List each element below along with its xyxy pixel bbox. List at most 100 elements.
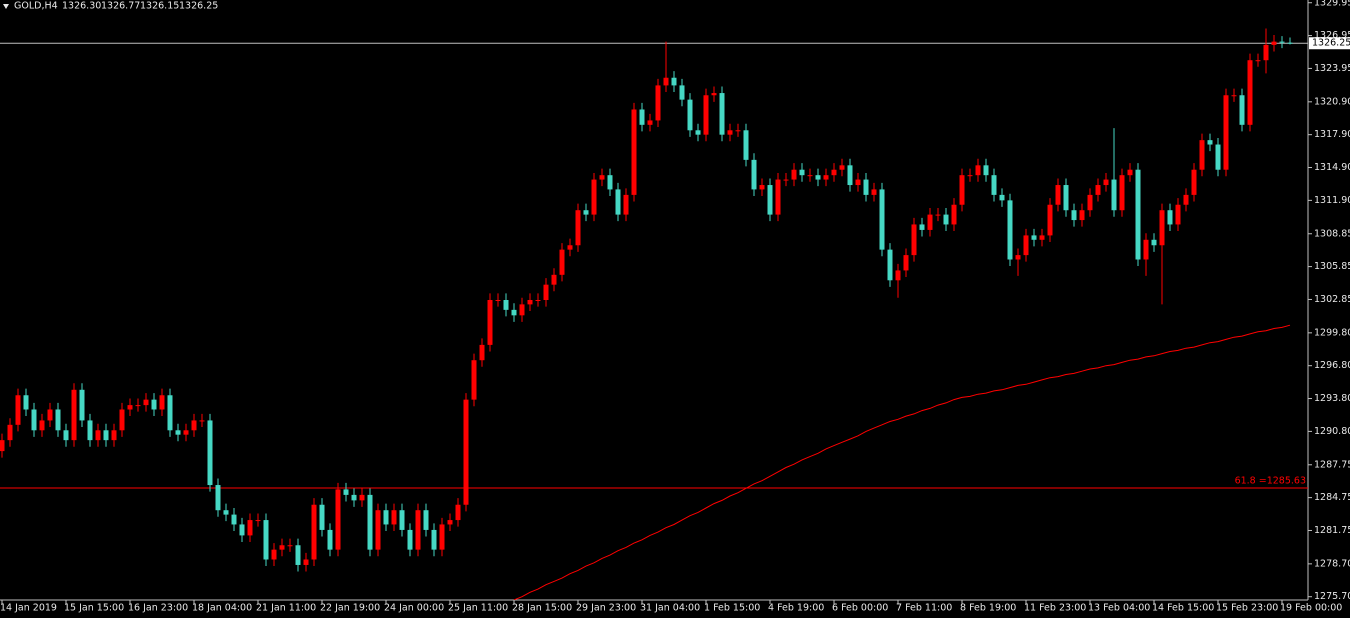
- candle-body: [1215, 144, 1221, 170]
- candle-body: [951, 204, 957, 225]
- header-quote: 1326.15: [140, 1, 179, 12]
- candle-body: [15, 395, 21, 425]
- candle-body: [599, 175, 605, 180]
- candle-body: [999, 194, 1005, 201]
- candle-body: [1151, 239, 1157, 246]
- candle-body: [495, 300, 501, 301]
- candle-body: [1055, 185, 1061, 205]
- candle-body: [959, 175, 965, 205]
- candle-body: [559, 249, 565, 275]
- candle-body: [1015, 255, 1021, 260]
- candle-body: [751, 159, 757, 190]
- candle-body: [1111, 179, 1117, 211]
- candle-body: [1207, 140, 1213, 145]
- x-tick-label: 7 Feb 11:00: [896, 603, 952, 614]
- candle-body: [703, 95, 709, 135]
- candle-body: [1223, 95, 1229, 170]
- candle-body: [447, 520, 453, 525]
- candle-body: [687, 99, 693, 131]
- candle-body: [879, 189, 885, 250]
- candle-body: [1079, 210, 1085, 221]
- candle-body: [671, 77, 677, 86]
- candle-body: [7, 424, 13, 441]
- x-tick-label: 18 Jan 04:00: [192, 603, 252, 614]
- x-tick-label: 8 Feb 19:00: [960, 603, 1016, 614]
- candle-body: [711, 93, 717, 96]
- candle-body: [343, 489, 349, 495]
- x-tick-label: 24 Jan 00:00: [384, 603, 444, 614]
- candle-body: [471, 360, 477, 400]
- candle-body: [1167, 210, 1173, 225]
- candle-body: [1135, 169, 1141, 260]
- header-quote: 1326.25: [179, 1, 218, 12]
- candle-body: [95, 430, 101, 441]
- candle-body: [855, 179, 861, 186]
- candle-body: [311, 504, 317, 560]
- moving-average: [513, 324, 1291, 600]
- candle-body: [1247, 60, 1253, 125]
- candle-body: [527, 300, 533, 305]
- candle-body: [263, 520, 269, 560]
- candle-body: [679, 85, 685, 100]
- candle-body: [175, 430, 181, 435]
- candle-body: [31, 409, 37, 431]
- candle-body: [663, 77, 669, 86]
- candle-body: [767, 185, 773, 215]
- menu-arrow[interactable]: [3, 4, 9, 9]
- candle-body: [519, 304, 525, 316]
- candle-body: [479, 344, 485, 361]
- candle-body: [407, 529, 413, 550]
- candle-body: [159, 395, 165, 410]
- candle-body: [1231, 95, 1237, 97]
- candle-body: [695, 130, 701, 135]
- candle-body: [23, 395, 29, 410]
- y-tick-label: 1305.85: [1314, 261, 1350, 272]
- x-tick-label: 6 Feb 00:00: [832, 603, 888, 614]
- candle-body: [823, 175, 829, 180]
- candle-body: [655, 85, 661, 121]
- candle-body: [335, 489, 341, 550]
- candle-body: [1119, 175, 1125, 211]
- y-tick-label: 1287.75: [1314, 459, 1350, 470]
- x-tick-label: 16 Jan 23:00: [128, 603, 188, 614]
- candle-body: [55, 409, 61, 431]
- x-tick-label: 15 Feb 23:00: [1216, 603, 1278, 614]
- candle-body: [1199, 140, 1205, 170]
- candle-body: [831, 169, 837, 176]
- candle-body: [151, 399, 157, 410]
- y-tick-label: 1308.85: [1314, 228, 1350, 239]
- candle-body: [967, 175, 973, 177]
- candle-body: [1087, 194, 1093, 211]
- bid-label-box: [1309, 37, 1350, 50]
- x-tick-label: 15 Jan 15:00: [64, 603, 124, 614]
- candle-body: [863, 179, 869, 195]
- candle-body: [1039, 235, 1045, 240]
- candle-body: [639, 109, 645, 125]
- candle-body: [895, 270, 901, 281]
- candle-body: [231, 514, 237, 525]
- candle-body: [1239, 95, 1245, 125]
- candle-body: [391, 510, 397, 525]
- candle-body: [1071, 210, 1077, 221]
- y-tick-label: 1299.80: [1314, 327, 1350, 338]
- candle-body: [983, 165, 989, 176]
- x-tick-label: 25 Jan 11:00: [448, 603, 508, 614]
- candle-body: [1191, 169, 1197, 195]
- x-tick-label: 19 Feb 00:00: [1280, 603, 1342, 614]
- candle-body: [1175, 204, 1181, 225]
- candle-body: [607, 175, 613, 190]
- candle-body: [1159, 210, 1165, 246]
- y-tick-label: 1317.90: [1314, 129, 1350, 140]
- candle-body: [631, 109, 637, 195]
- candle-body: [1023, 235, 1029, 256]
- candle-body: [623, 194, 629, 215]
- candle-body: [935, 214, 941, 216]
- x-tick-label: 29 Jan 23:00: [576, 603, 636, 614]
- candle-body: [487, 300, 493, 345]
- candle-body: [1007, 200, 1013, 260]
- candle-body: [1279, 41, 1285, 43]
- candle-body: [463, 399, 469, 505]
- candle-body: [911, 224, 917, 256]
- x-tick-label: 22 Jan 19:00: [320, 603, 380, 614]
